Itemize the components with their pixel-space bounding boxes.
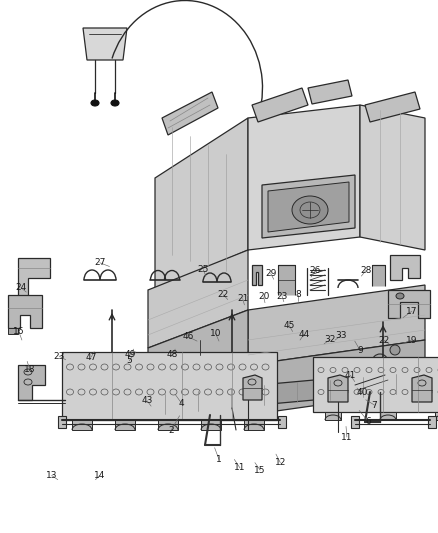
Bar	[428, 416, 436, 428]
Polygon shape	[328, 375, 348, 402]
Polygon shape	[155, 118, 248, 290]
Bar	[8, 328, 18, 334]
Text: 43: 43	[141, 397, 153, 405]
Text: 23: 23	[53, 352, 65, 360]
Polygon shape	[262, 175, 355, 238]
Ellipse shape	[366, 381, 374, 389]
Text: 45: 45	[283, 321, 295, 329]
Polygon shape	[268, 182, 349, 232]
Bar	[244, 420, 264, 430]
Text: 14: 14	[94, 471, 106, 480]
Bar	[201, 420, 221, 430]
Text: 4: 4	[179, 399, 184, 408]
Bar	[435, 412, 438, 420]
Text: 41: 41	[345, 371, 356, 379]
Polygon shape	[83, 28, 127, 60]
Text: 19: 19	[406, 336, 417, 344]
Text: 13: 13	[46, 471, 57, 480]
Text: 25: 25	[198, 265, 209, 274]
Bar	[313, 357, 438, 412]
Text: 47: 47	[85, 353, 97, 361]
Text: 17: 17	[406, 307, 417, 316]
Ellipse shape	[396, 293, 404, 299]
Polygon shape	[252, 265, 262, 285]
Text: 27: 27	[94, 259, 106, 267]
Polygon shape	[148, 250, 248, 348]
Text: 28: 28	[360, 266, 371, 275]
Ellipse shape	[354, 375, 362, 381]
Text: 11: 11	[234, 464, 246, 472]
Bar	[278, 416, 286, 428]
Polygon shape	[18, 365, 45, 400]
Text: 46: 46	[183, 333, 194, 341]
Polygon shape	[248, 340, 425, 415]
Bar	[62, 352, 277, 420]
Text: 40: 40	[357, 389, 368, 397]
Ellipse shape	[111, 100, 119, 106]
Text: 15: 15	[254, 466, 266, 474]
Text: 24: 24	[15, 284, 27, 292]
Bar	[351, 416, 359, 428]
Text: 48: 48	[167, 350, 178, 359]
Polygon shape	[412, 375, 432, 402]
Text: 7: 7	[371, 401, 378, 409]
Text: 1: 1	[216, 455, 222, 464]
Text: 9: 9	[357, 346, 363, 354]
Text: 21: 21	[237, 294, 248, 303]
Text: 22: 22	[218, 290, 229, 299]
Ellipse shape	[206, 404, 214, 412]
Bar	[158, 420, 178, 430]
Polygon shape	[365, 92, 420, 122]
Text: 44: 44	[298, 330, 310, 338]
Text: 18: 18	[24, 365, 35, 374]
Polygon shape	[372, 265, 385, 286]
Bar	[380, 412, 396, 420]
Text: 32: 32	[325, 335, 336, 344]
Polygon shape	[390, 255, 420, 280]
Text: 10: 10	[210, 329, 221, 337]
Polygon shape	[18, 258, 50, 298]
Polygon shape	[148, 370, 425, 415]
Polygon shape	[162, 92, 218, 135]
Ellipse shape	[390, 345, 400, 355]
Polygon shape	[252, 88, 308, 122]
Bar	[325, 412, 341, 420]
Text: 20: 20	[258, 293, 269, 301]
Text: 6: 6	[365, 417, 371, 425]
Text: 49: 49	[125, 350, 136, 359]
Bar	[58, 416, 66, 428]
Ellipse shape	[372, 354, 388, 370]
Ellipse shape	[195, 355, 205, 365]
Polygon shape	[308, 80, 352, 104]
Polygon shape	[248, 105, 360, 250]
Text: 8: 8	[295, 290, 301, 299]
Text: 2: 2	[168, 426, 173, 435]
Ellipse shape	[91, 100, 99, 106]
Ellipse shape	[292, 196, 328, 224]
Text: 5: 5	[126, 357, 132, 365]
Text: 23: 23	[276, 292, 288, 301]
Polygon shape	[243, 375, 262, 400]
Text: 11: 11	[341, 433, 353, 441]
Polygon shape	[360, 105, 425, 250]
Text: 16: 16	[13, 327, 25, 336]
Text: 29: 29	[265, 269, 276, 278]
Bar	[115, 420, 135, 430]
Text: 26: 26	[310, 266, 321, 275]
Text: 12: 12	[275, 458, 286, 467]
Polygon shape	[148, 310, 248, 400]
Polygon shape	[278, 265, 295, 295]
Polygon shape	[388, 290, 430, 318]
Polygon shape	[248, 285, 425, 365]
Polygon shape	[8, 295, 42, 328]
Text: 22: 22	[378, 336, 389, 344]
Bar	[72, 420, 92, 430]
Text: 33: 33	[335, 332, 346, 340]
